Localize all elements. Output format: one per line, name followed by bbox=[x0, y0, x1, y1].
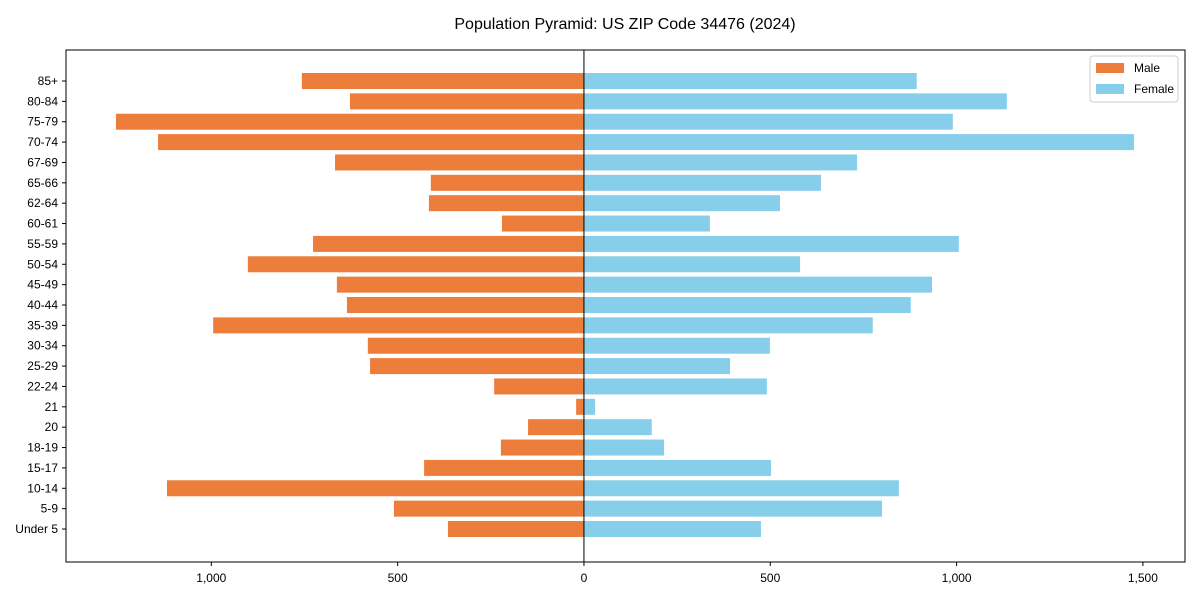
bar-female-62-64 bbox=[583, 195, 780, 212]
y-tick-label: 22-24 bbox=[27, 379, 58, 393]
legend-swatch-female bbox=[1096, 84, 1124, 94]
bar-male-67-69 bbox=[335, 154, 584, 171]
y-tick-label: 18-19 bbox=[27, 441, 58, 455]
bar-female-45-49 bbox=[583, 276, 932, 293]
bar-female-60-61 bbox=[583, 215, 710, 232]
bar-female-21 bbox=[583, 398, 596, 415]
y-tick-label: 67-69 bbox=[27, 155, 58, 169]
bar-female-Under 5 bbox=[583, 521, 761, 537]
y-tick-label: 30-34 bbox=[27, 339, 58, 353]
bar-male-21 bbox=[576, 398, 584, 415]
x-tick-label: 1,000 bbox=[196, 571, 226, 585]
bar-female-15-17 bbox=[583, 459, 772, 476]
bar-male-80-84 bbox=[349, 93, 584, 110]
bar-male-70-74 bbox=[158, 134, 584, 151]
bar-female-25-29 bbox=[583, 358, 731, 375]
bar-female-30-34 bbox=[583, 337, 770, 354]
bar-female-50-54 bbox=[583, 256, 801, 273]
bar-female-85+ bbox=[583, 73, 917, 89]
bar-male-62-64 bbox=[428, 195, 584, 212]
bar-female-75-79 bbox=[583, 113, 953, 130]
bar-male-Under 5 bbox=[447, 521, 584, 537]
y-tick-label: 85+ bbox=[38, 74, 58, 88]
y-tick-label: Under 5 bbox=[15, 522, 58, 536]
bar-male-65-66 bbox=[430, 174, 584, 191]
y-tick-label: 62-64 bbox=[27, 196, 58, 210]
y-tick-label: 45-49 bbox=[27, 278, 58, 292]
y-tick-label: 20 bbox=[45, 420, 59, 434]
bar-female-5-9 bbox=[583, 500, 883, 517]
x-tick-label: 500 bbox=[388, 571, 408, 585]
y-tick-label: 5-9 bbox=[41, 502, 59, 516]
y-tick-label: 40-44 bbox=[27, 298, 58, 312]
x-tick-label: 1,500 bbox=[1128, 571, 1158, 585]
y-tick-label: 21 bbox=[45, 400, 59, 414]
plot-frame bbox=[65, 49, 1186, 563]
bar-male-35-39 bbox=[213, 317, 584, 334]
bar-male-30-34 bbox=[367, 337, 584, 354]
chart-title: Population Pyramid: US ZIP Code 34476 (2… bbox=[454, 16, 795, 33]
bar-male-75-79 bbox=[115, 113, 584, 130]
y-tick-label: 15-17 bbox=[27, 461, 58, 475]
bar-female-22-24 bbox=[583, 378, 767, 395]
bar-male-20 bbox=[528, 419, 584, 436]
bar-female-20 bbox=[583, 419, 652, 436]
bar-male-18-19 bbox=[500, 439, 584, 456]
bar-male-15-17 bbox=[424, 459, 584, 476]
y-tick-label: 50-54 bbox=[27, 257, 58, 271]
bar-male-25-29 bbox=[370, 358, 584, 375]
y-tick-label: 80-84 bbox=[27, 94, 58, 108]
bar-female-35-39 bbox=[583, 317, 873, 334]
y-tick-label: 55-59 bbox=[27, 237, 58, 251]
legend-label-male: Male bbox=[1134, 61, 1160, 75]
bar-female-18-19 bbox=[583, 439, 665, 456]
bar-male-40-44 bbox=[346, 297, 584, 313]
bar-male-5-9 bbox=[393, 500, 584, 517]
y-tick-label: 70-74 bbox=[27, 135, 58, 149]
y-tick-label: 35-39 bbox=[27, 318, 58, 332]
bar-male-10-14 bbox=[166, 480, 584, 497]
bar-female-70-74 bbox=[583, 134, 1134, 151]
bar-female-67-69 bbox=[583, 154, 858, 171]
y-tick-label: 25-29 bbox=[27, 359, 58, 373]
bar-male-50-54 bbox=[247, 256, 584, 273]
bar-female-65-66 bbox=[583, 174, 821, 191]
legend-swatch-male bbox=[1096, 63, 1124, 73]
y-tick-label: 65-66 bbox=[27, 176, 58, 190]
bar-male-55-59 bbox=[313, 235, 584, 252]
legend-label-female: Female bbox=[1134, 82, 1174, 96]
x-tick-label: 0 bbox=[581, 571, 588, 585]
x-tick-label: 500 bbox=[760, 571, 780, 585]
bar-male-45-49 bbox=[336, 276, 584, 293]
bar-male-22-24 bbox=[494, 378, 584, 395]
bar-female-40-44 bbox=[583, 297, 911, 313]
y-tick-label: 60-61 bbox=[27, 217, 58, 231]
bar-female-10-14 bbox=[583, 480, 899, 497]
bar-male-60-61 bbox=[501, 215, 584, 232]
legend: Male Female bbox=[1089, 55, 1179, 103]
bar-male-85+ bbox=[301, 73, 584, 89]
x-tick-label: 1,000 bbox=[942, 571, 972, 585]
y-tick-label: 75-79 bbox=[27, 115, 58, 129]
y-tick-label: 10-14 bbox=[27, 481, 58, 495]
bar-female-55-59 bbox=[583, 235, 959, 252]
bar-female-80-84 bbox=[583, 93, 1007, 110]
